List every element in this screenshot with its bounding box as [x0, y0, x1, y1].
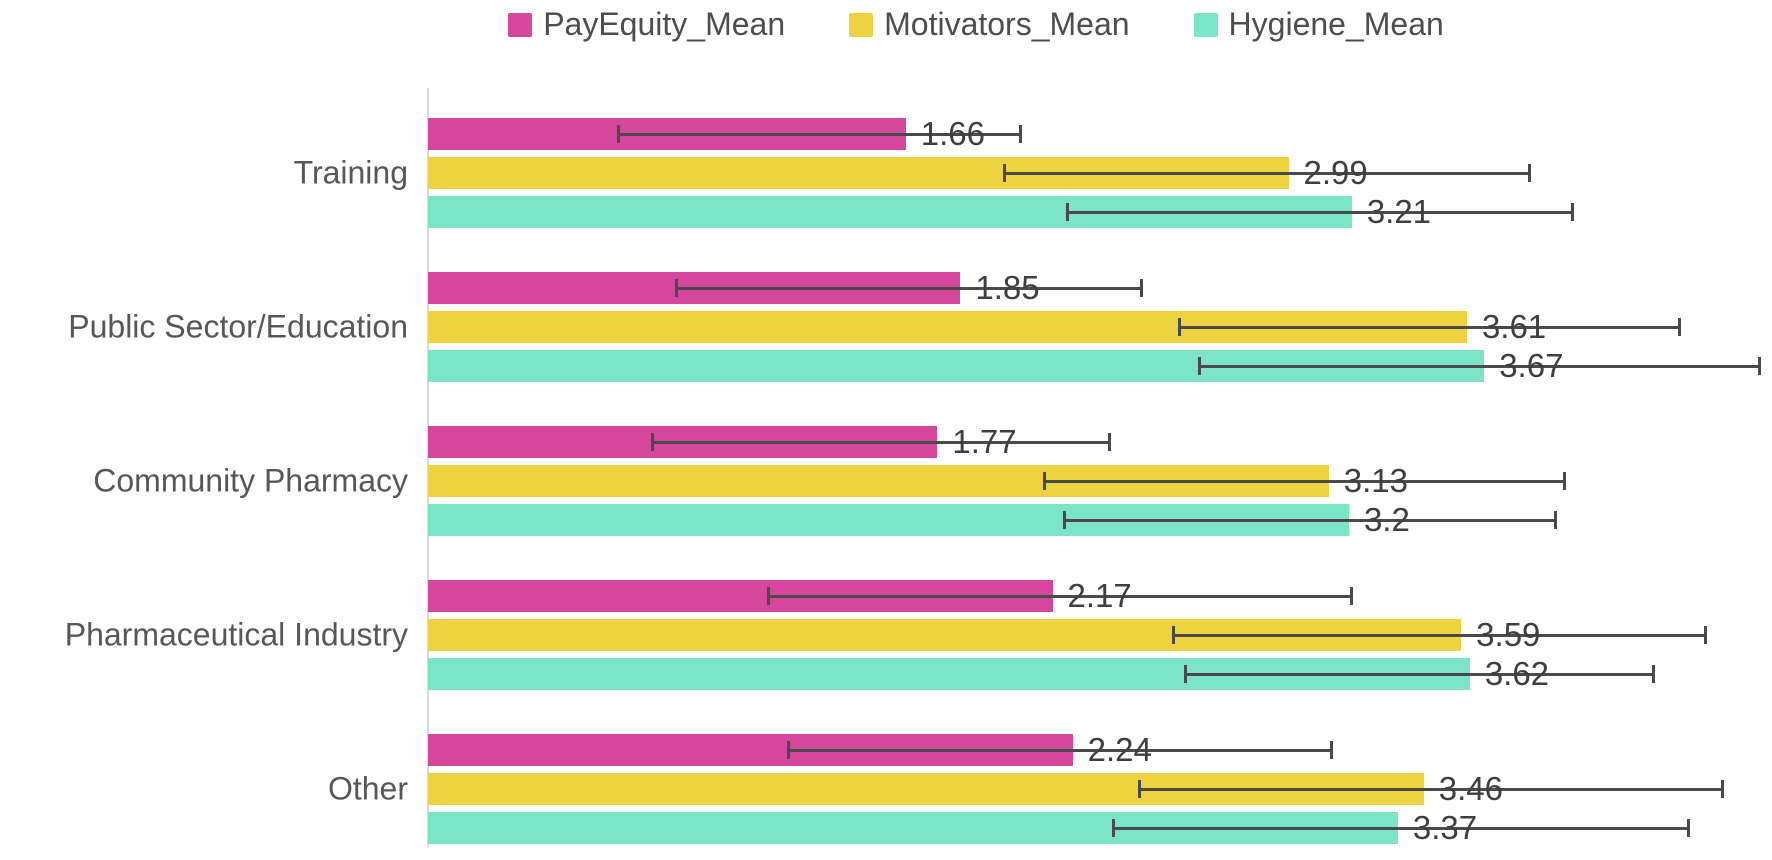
bar-row: 1.85: [428, 269, 1772, 306]
error-cap-right: [1018, 125, 1022, 143]
error-bar: [1138, 787, 1724, 791]
error-cap-right: [1554, 511, 1558, 529]
error-bar: [652, 440, 1111, 444]
error-cap-right: [1329, 741, 1333, 759]
legend-swatch-icon: [1193, 12, 1218, 37]
error-bar: [1179, 325, 1680, 329]
legend-label: Hygiene_Mean: [1228, 6, 1444, 42]
value-label: 1.85: [975, 269, 1040, 306]
error-bar: [617, 132, 1021, 136]
error-bar: [787, 748, 1332, 752]
error-bar: [675, 286, 1142, 290]
value-label: 2.17: [1067, 577, 1132, 614]
bar-group: 1.85 3.61 3.67: [428, 269, 1772, 384]
error-cap-left: [1178, 318, 1182, 336]
error-cap-right: [1758, 357, 1762, 375]
error-bar: [1184, 672, 1654, 676]
error-cap-right: [1686, 819, 1690, 837]
value-label: 1.77: [952, 423, 1017, 460]
error-cap-left: [1183, 665, 1187, 683]
bar-row: 3.67: [428, 347, 1772, 384]
category-label: Community Pharmacy: [93, 462, 408, 499]
legend-item-hygiene_mean[interactable]: Hygiene_Mean: [1193, 6, 1444, 43]
bar-row: 3.2: [428, 501, 1772, 538]
bar-row: 1.66: [428, 115, 1772, 152]
error-cap-right: [1562, 472, 1566, 490]
bar-row: 3.62: [428, 655, 1772, 692]
bar-row: 3.46: [428, 770, 1772, 807]
bar-row: 2.24: [428, 731, 1772, 768]
bar-group: 1.66 2.99 3.21: [428, 115, 1772, 230]
error-cap-left: [1172, 626, 1176, 644]
bar-group: 2.24 3.46 3.37: [428, 731, 1772, 846]
value-label: 3.2: [1363, 501, 1410, 538]
legend-item-payequity_mean[interactable]: PayEquity_Mean: [508, 6, 785, 43]
error-cap-left: [1065, 203, 1069, 221]
error-cap-right: [1139, 279, 1143, 297]
category-label: Training: [293, 154, 408, 191]
error-bar: [1199, 364, 1761, 368]
category-label: Other: [327, 770, 408, 807]
bar-row: 3.37: [428, 809, 1772, 846]
plot-area: Training 1.66 2.99 3.21 Public Sector/Educat…: [0, 88, 1772, 848]
bar-row: 3.59: [428, 616, 1772, 653]
error-cap-left: [1042, 472, 1046, 490]
value-label: 1.66: [920, 115, 985, 152]
legend-label: Motivators_Mean: [884, 6, 1130, 42]
bar-row: 3.61: [428, 308, 1772, 345]
error-cap-left: [651, 433, 655, 451]
value-label: 2.24: [1087, 731, 1152, 768]
error-cap-left: [616, 125, 620, 143]
error-bar: [1064, 518, 1557, 522]
error-cap-left: [786, 741, 790, 759]
error-cap-left: [1111, 819, 1115, 837]
bar-row: 3.21: [428, 193, 1772, 230]
bar-group: 2.17 3.59 3.62: [428, 577, 1772, 692]
error-cap-right: [1703, 626, 1707, 644]
error-cap-left: [766, 587, 770, 605]
legend-swatch-icon: [849, 12, 874, 37]
category-label: Public Sector/Education: [68, 308, 408, 345]
value-label: 3.46: [1438, 770, 1503, 807]
error-bar: [767, 594, 1352, 598]
value-label: 3.21: [1366, 193, 1432, 230]
error-bar: [1066, 210, 1574, 214]
bar-group: 1.77 3.13 3.2: [428, 423, 1772, 538]
error-cap-left: [1063, 511, 1067, 529]
error-cap-left: [1137, 780, 1141, 798]
category-label: Pharmaceutical Industry: [64, 616, 408, 653]
error-bar: [1003, 171, 1531, 175]
chart-legend: PayEquity_Mean Motivators_Mean Hygiene_Mea…: [0, 6, 1772, 43]
error-cap-right: [1652, 665, 1655, 683]
error-cap-left: [1198, 357, 1202, 375]
value-label: 3.62: [1484, 655, 1550, 692]
error-bar: [1043, 479, 1565, 483]
bar-row: 1.77: [428, 423, 1772, 460]
error-cap-left: [1002, 164, 1006, 182]
error-cap-right: [1721, 780, 1725, 798]
error-cap-right: [1571, 203, 1575, 221]
error-cap-right: [1677, 318, 1681, 336]
value-label: 3.37: [1412, 809, 1478, 846]
bar-row: 2.17: [428, 577, 1772, 614]
error-cap-left: [674, 279, 678, 297]
value-label: 2.99: [1303, 154, 1368, 191]
bar-row: 3.13: [428, 462, 1772, 499]
value-label: 3.13: [1343, 462, 1409, 499]
value-label: 3.59: [1476, 616, 1541, 653]
error-cap-right: [1108, 433, 1112, 451]
value-label: 3.61: [1481, 308, 1547, 345]
error-bar: [1112, 826, 1689, 830]
error-cap-right: [1528, 164, 1532, 182]
legend-label: PayEquity_Mean: [543, 6, 786, 42]
bar-row: 2.99: [428, 154, 1772, 191]
value-label: 3.67: [1499, 347, 1564, 384]
legend-swatch-icon: [508, 12, 533, 37]
error-cap-right: [1349, 587, 1353, 605]
legend-item-motivators_mean[interactable]: Motivators_Mean: [849, 6, 1130, 43]
error-bar: [1173, 633, 1706, 637]
